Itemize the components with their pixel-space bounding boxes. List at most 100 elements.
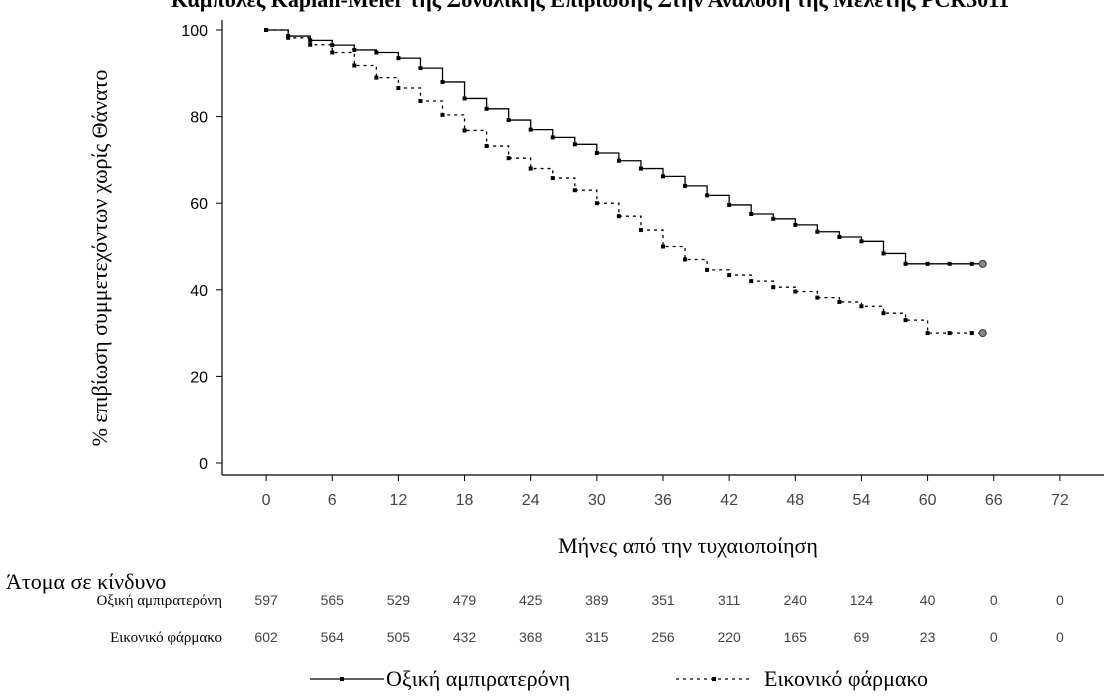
at-risk-count: 165 [784,629,808,645]
data-point [550,176,555,181]
legend-label: Οξική αμπιρατερόνη [386,666,570,691]
legend: Οξική αμπιρατερόνη Εικονικό φάρμακο [310,666,928,691]
data-point [462,128,467,133]
at-risk-count: 124 [850,592,874,608]
data-point [572,142,577,147]
censor-end-point [978,329,987,338]
data-point [374,75,379,80]
data-point [638,228,643,233]
at-risk-count: 564 [321,629,345,645]
at-risk-count: 311 [718,592,741,608]
data-point [661,174,665,179]
at-risk-count: 529 [387,592,411,608]
data-point [418,66,423,71]
at-risk-count: 220 [717,629,741,645]
data-point [947,331,952,336]
censor-end-point [978,259,987,268]
data-point [374,50,379,55]
at-risk-count: 425 [519,592,543,608]
x-tick-label: 54 [853,492,871,509]
data-point [661,244,665,249]
data-point [903,318,908,323]
series-line [266,29,983,334]
data-point [484,106,489,111]
data-point [793,222,798,227]
chart-title: Καμπύλες Kaplan-Meier της Συνολικής Επιβ… [171,0,1009,12]
x-tick-label: 12 [390,492,408,509]
data-point [462,96,467,101]
at-risk-count: 23 [920,629,936,645]
y-tick-label: 40 [190,283,208,300]
data-point [330,43,335,48]
x-tick-label: 42 [720,492,738,509]
data-point [594,150,599,155]
x-tick-label: 48 [786,492,804,509]
x-axis-ticks: 0 6 12 18 24 30 36 42 48 54 60 66 72 [262,475,1069,509]
at-risk-count: 240 [784,592,808,608]
data-point [683,183,688,188]
at-risk-count: 389 [585,592,609,608]
data-point [506,156,511,161]
at-risk-count: 0 [1056,592,1064,608]
data-point [484,144,489,149]
data-point [638,166,643,171]
y-axis-label: % επιβίωση συμμετεχόντων χωρίς Θάνατο [87,70,112,447]
data-point [418,99,423,104]
data-point [705,267,710,272]
data-point [594,201,599,206]
data-point [837,299,842,304]
y-tick-label: 80 [190,110,208,127]
series-abiraterone [264,28,987,268]
at-risk-count: 368 [519,629,543,645]
data-point [683,257,688,262]
data-point [815,295,820,300]
x-tick-label: 66 [985,492,1003,509]
data-point [440,112,445,117]
data-point [947,261,952,266]
data-point [616,214,621,219]
series-placebo [264,28,987,338]
data-point [705,193,710,198]
data-point [506,118,511,123]
data-point [969,261,974,266]
at-risk-count: 565 [321,592,345,608]
x-axis-label: Μήνες από την τυχαιοποίηση [558,533,818,558]
data-point [771,216,776,221]
at-risk-count: 479 [453,592,477,608]
data-point [925,261,930,266]
data-point [859,304,864,309]
at-risk-count: 602 [254,629,278,645]
data-point [572,188,577,193]
at-risk-count: 505 [387,629,411,645]
data-point [903,261,908,266]
at-risk-row-label: Οξική αμπιρατερόνη [96,593,222,609]
x-tick-label: 0 [262,492,271,509]
y-tick-label: 0 [199,456,208,473]
data-point [396,86,401,91]
legend-marker [340,677,344,681]
at-risk-header: Άτομα σε κίνδυνο [6,569,166,594]
at-risk-count: 0 [990,592,998,608]
data-point [330,50,335,55]
at-risk-count: 432 [453,629,477,645]
y-axis-ticks: 0 20 40 60 80 100 [181,23,222,473]
data-point [771,285,776,290]
data-point [749,279,754,284]
x-tick-label: 18 [456,492,474,509]
x-tick-label: 30 [588,492,606,509]
data-point [815,229,820,234]
data-point [727,202,732,207]
data-point [550,135,555,140]
data-point [837,234,842,239]
data-point [616,158,621,163]
at-risk-count: 69 [854,629,870,645]
x-tick-label: 24 [522,492,540,509]
data-point [727,273,732,278]
data-point [793,289,798,294]
data-point [925,331,930,336]
data-point [528,166,533,171]
data-point [396,56,401,61]
series-layer [264,28,987,338]
data-point [308,38,313,43]
legend-label: Εικονικό φάρμακο [764,666,928,691]
